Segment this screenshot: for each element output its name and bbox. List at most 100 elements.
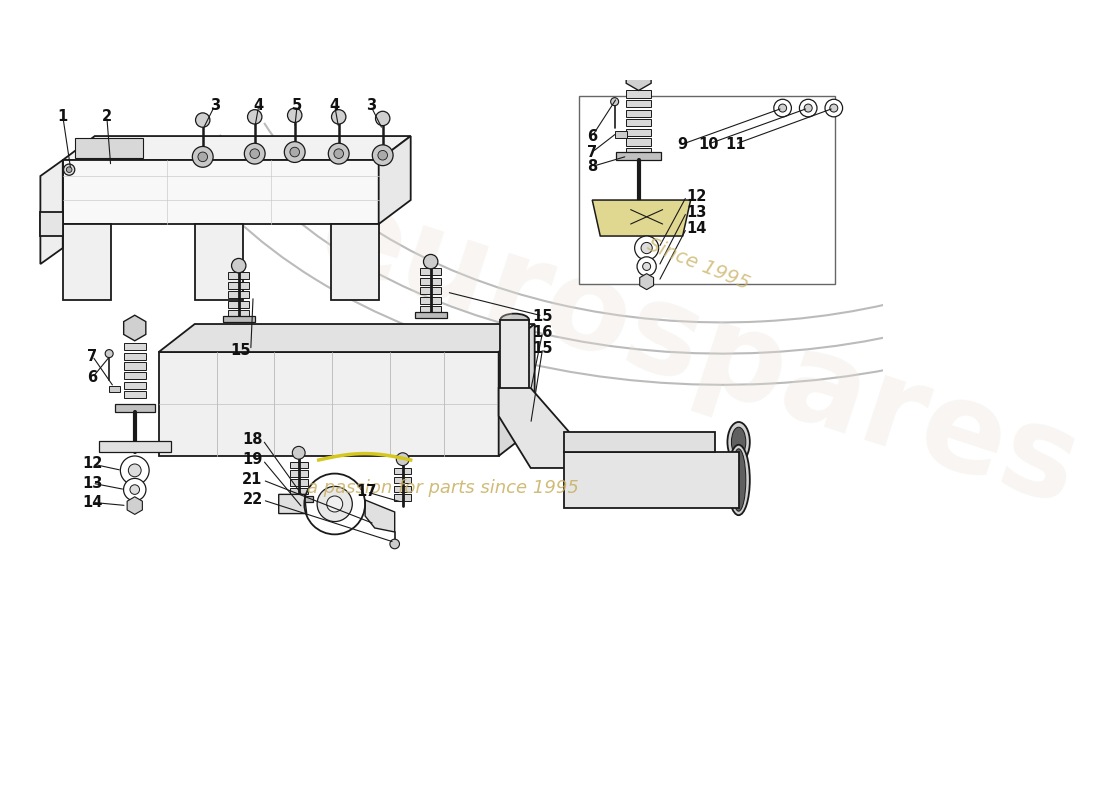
Bar xyxy=(123,343,146,350)
Circle shape xyxy=(293,446,305,459)
Circle shape xyxy=(779,104,786,112)
Ellipse shape xyxy=(500,314,529,326)
Ellipse shape xyxy=(727,445,750,515)
Text: 14: 14 xyxy=(686,221,707,235)
Text: 11: 11 xyxy=(725,137,746,151)
Circle shape xyxy=(129,464,141,477)
Bar xyxy=(284,496,314,502)
Text: 7: 7 xyxy=(587,145,597,159)
Circle shape xyxy=(66,167,72,173)
Text: 15: 15 xyxy=(230,343,251,358)
Bar xyxy=(290,488,308,494)
Bar xyxy=(123,362,146,370)
Polygon shape xyxy=(63,160,378,224)
Circle shape xyxy=(389,539,399,549)
Circle shape xyxy=(635,236,659,260)
Circle shape xyxy=(248,110,262,124)
Bar xyxy=(626,119,651,126)
Circle shape xyxy=(637,257,657,276)
Text: 3: 3 xyxy=(210,98,220,113)
Bar xyxy=(626,90,651,98)
Polygon shape xyxy=(498,324,535,456)
Bar xyxy=(75,138,143,158)
Bar xyxy=(229,291,249,298)
Bar xyxy=(420,278,441,285)
Circle shape xyxy=(123,478,146,501)
Bar xyxy=(109,386,120,392)
Bar xyxy=(420,297,441,304)
Bar xyxy=(394,494,411,501)
Circle shape xyxy=(641,242,652,254)
Text: 6: 6 xyxy=(587,129,597,143)
Bar xyxy=(123,372,146,379)
Text: 9: 9 xyxy=(678,137,688,151)
Bar xyxy=(290,470,308,477)
Text: 18: 18 xyxy=(242,433,263,447)
Ellipse shape xyxy=(727,422,750,462)
Text: 4: 4 xyxy=(254,98,264,113)
Circle shape xyxy=(372,145,393,166)
Text: 17: 17 xyxy=(356,485,377,499)
Text: 8: 8 xyxy=(587,159,597,174)
Bar xyxy=(229,282,249,289)
Polygon shape xyxy=(278,494,307,514)
Bar xyxy=(394,468,411,474)
Circle shape xyxy=(192,146,213,167)
Bar xyxy=(394,477,411,483)
Text: 15: 15 xyxy=(532,341,553,355)
Text: a passion for parts since 1995: a passion for parts since 1995 xyxy=(307,479,579,497)
Text: 13: 13 xyxy=(686,205,707,219)
Text: 4: 4 xyxy=(330,98,340,113)
Circle shape xyxy=(375,111,389,126)
Circle shape xyxy=(196,113,210,127)
Circle shape xyxy=(198,152,208,162)
Text: 19: 19 xyxy=(242,453,263,467)
Text: 1: 1 xyxy=(57,109,68,123)
Bar xyxy=(394,486,411,492)
Bar xyxy=(290,462,308,468)
Text: 3: 3 xyxy=(365,98,376,113)
Bar xyxy=(420,287,441,294)
Text: 10: 10 xyxy=(698,137,718,151)
Circle shape xyxy=(106,350,113,358)
Circle shape xyxy=(284,142,305,162)
Circle shape xyxy=(231,258,246,273)
Text: 7: 7 xyxy=(87,349,98,363)
Text: 12: 12 xyxy=(82,457,102,471)
Circle shape xyxy=(287,108,301,122)
Bar xyxy=(420,306,441,314)
Circle shape xyxy=(396,453,409,466)
Polygon shape xyxy=(41,160,63,264)
Bar xyxy=(229,272,249,279)
Bar xyxy=(626,148,651,155)
Text: 16: 16 xyxy=(532,325,553,339)
Circle shape xyxy=(424,254,438,269)
Text: 15: 15 xyxy=(532,309,553,323)
Circle shape xyxy=(327,496,343,512)
Bar xyxy=(114,404,155,412)
Bar xyxy=(229,301,249,308)
Text: Since 1995: Since 1995 xyxy=(645,235,752,293)
Bar xyxy=(616,152,661,160)
Polygon shape xyxy=(158,324,535,352)
Text: 6: 6 xyxy=(87,370,98,385)
Circle shape xyxy=(800,99,817,117)
Circle shape xyxy=(64,164,75,175)
Bar xyxy=(626,100,651,107)
Bar xyxy=(626,129,651,136)
Text: 13: 13 xyxy=(82,476,102,490)
Text: 21: 21 xyxy=(242,473,263,487)
Circle shape xyxy=(825,99,843,117)
Polygon shape xyxy=(592,200,691,236)
Bar xyxy=(123,391,146,398)
Polygon shape xyxy=(564,432,715,452)
Polygon shape xyxy=(196,224,243,300)
Text: 12: 12 xyxy=(686,189,707,203)
Bar xyxy=(123,353,146,360)
Polygon shape xyxy=(158,352,498,456)
Text: eurospares: eurospares xyxy=(304,172,1093,532)
Circle shape xyxy=(378,150,387,160)
Circle shape xyxy=(334,149,343,158)
Circle shape xyxy=(120,456,150,485)
Ellipse shape xyxy=(732,449,746,511)
